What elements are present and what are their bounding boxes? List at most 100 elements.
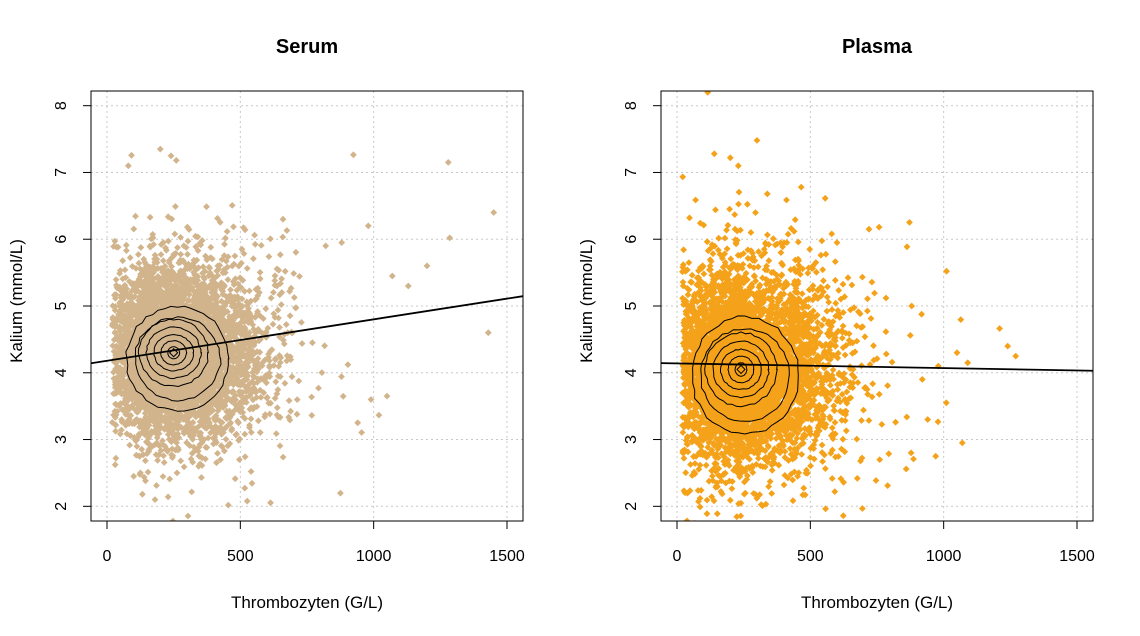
data-point xyxy=(155,280,163,288)
data-point xyxy=(267,499,274,507)
data-point xyxy=(285,397,293,404)
data-point xyxy=(247,468,255,475)
data-point xyxy=(121,266,129,274)
data-point xyxy=(196,240,204,247)
data-point xyxy=(216,393,224,401)
data-point xyxy=(180,242,188,250)
data-point xyxy=(132,321,140,329)
data-points xyxy=(108,145,498,521)
data-point xyxy=(207,243,215,251)
data-point xyxy=(207,254,214,261)
data-point xyxy=(165,427,173,435)
data-point xyxy=(109,322,116,329)
data-point xyxy=(233,293,241,301)
data-point xyxy=(281,379,289,387)
data-point xyxy=(293,396,301,403)
data-point xyxy=(263,379,270,387)
data-point xyxy=(170,251,178,258)
data-point xyxy=(253,348,261,356)
data-point xyxy=(206,403,214,411)
data-point xyxy=(174,244,181,251)
data-point xyxy=(139,490,146,498)
data-point xyxy=(210,294,217,301)
data-point xyxy=(114,313,122,320)
data-point xyxy=(136,265,144,273)
data-point xyxy=(189,419,197,426)
data-point xyxy=(180,463,188,471)
data-point xyxy=(239,389,247,396)
data-point xyxy=(198,474,205,481)
data-point xyxy=(112,411,120,419)
data-point xyxy=(159,414,167,422)
data-point xyxy=(286,416,294,424)
data-point xyxy=(189,287,197,294)
data-point xyxy=(161,360,169,368)
data-point xyxy=(249,321,257,329)
data-point xyxy=(277,280,284,287)
data-point xyxy=(186,442,194,449)
data-point xyxy=(135,251,142,258)
data-point xyxy=(114,366,121,373)
data-point xyxy=(142,477,149,485)
data-point xyxy=(166,308,174,316)
data-point xyxy=(123,247,130,254)
data-point xyxy=(185,297,193,304)
data-point xyxy=(207,409,214,416)
data-point xyxy=(171,230,179,238)
data-point xyxy=(198,436,205,443)
data-point xyxy=(276,442,284,450)
data-point xyxy=(240,413,247,421)
data-point xyxy=(239,346,247,353)
data-point xyxy=(220,283,228,291)
data-point xyxy=(227,419,234,427)
data-point xyxy=(128,280,136,287)
data-point xyxy=(276,324,283,331)
data-point xyxy=(164,493,172,501)
data-point xyxy=(295,377,303,385)
data-point xyxy=(221,269,229,276)
data-point xyxy=(157,447,165,454)
data-point xyxy=(230,223,237,231)
data-point xyxy=(222,397,230,405)
data-point xyxy=(203,284,211,292)
data-point xyxy=(157,251,165,258)
data-point xyxy=(217,305,225,312)
data-point xyxy=(168,451,175,459)
data-point xyxy=(233,403,241,411)
data-point xyxy=(246,424,253,431)
data-point xyxy=(259,315,267,322)
data-point xyxy=(292,304,300,312)
data-point xyxy=(133,306,141,314)
data-point xyxy=(287,407,294,415)
data-point xyxy=(242,359,250,366)
data-point xyxy=(246,309,253,317)
data-point xyxy=(177,457,185,465)
data-point xyxy=(234,417,241,425)
data-point xyxy=(251,240,259,248)
data-point xyxy=(296,273,303,280)
data-point xyxy=(279,453,287,461)
data-point xyxy=(272,355,279,362)
data-point xyxy=(253,394,260,401)
data-point xyxy=(161,294,168,301)
data-point xyxy=(228,262,236,270)
data-point xyxy=(211,365,219,373)
data-point xyxy=(128,151,135,159)
data-point xyxy=(222,435,230,443)
data-point xyxy=(191,294,198,301)
data-point xyxy=(338,373,345,380)
data-point xyxy=(137,419,144,426)
data-point xyxy=(214,262,222,270)
data-point xyxy=(113,284,121,292)
data-point xyxy=(350,151,357,159)
data-point xyxy=(218,430,225,438)
data-point xyxy=(130,225,138,233)
data-point xyxy=(198,462,206,469)
data-point xyxy=(178,296,185,303)
data-point xyxy=(223,335,231,342)
data-point xyxy=(238,259,245,267)
data-point xyxy=(272,430,280,437)
data-point xyxy=(226,313,233,321)
data-point xyxy=(145,421,153,429)
